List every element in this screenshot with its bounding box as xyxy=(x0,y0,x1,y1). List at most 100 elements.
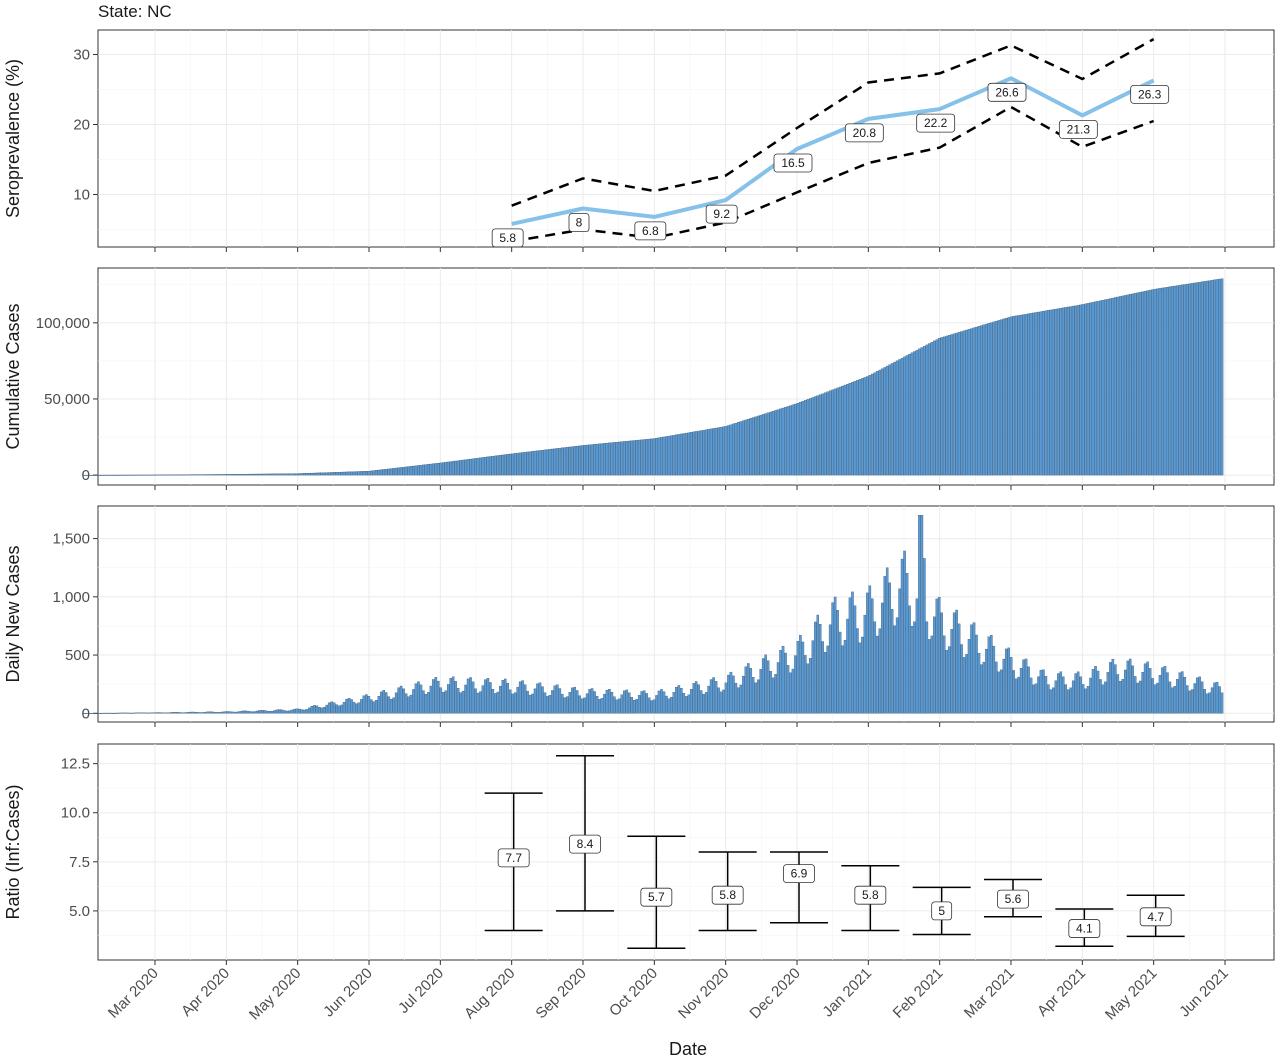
bar xyxy=(677,434,681,476)
bar xyxy=(518,452,522,476)
bar xyxy=(169,474,172,476)
bar xyxy=(1017,315,1020,476)
bar xyxy=(342,471,346,476)
bar xyxy=(439,462,443,476)
bar xyxy=(1116,296,1120,476)
bar xyxy=(905,573,909,714)
bar xyxy=(784,407,787,476)
bar xyxy=(1151,289,1154,476)
bar xyxy=(499,455,502,476)
bar xyxy=(310,706,314,714)
bar xyxy=(1186,685,1189,714)
y-axis-title: Cumulative Cases xyxy=(3,303,23,449)
bar xyxy=(662,436,666,476)
bar xyxy=(228,474,232,476)
bar xyxy=(1168,286,1172,476)
bar xyxy=(982,661,986,714)
bar xyxy=(260,709,264,714)
bar xyxy=(290,709,294,714)
bar xyxy=(789,672,792,714)
bar xyxy=(838,386,842,476)
bar xyxy=(538,450,542,476)
data-label: 4.7 xyxy=(1147,910,1164,924)
bar xyxy=(303,473,306,476)
bar xyxy=(628,692,631,714)
bar xyxy=(702,693,705,714)
bar xyxy=(164,712,167,714)
bar xyxy=(412,689,415,714)
bar xyxy=(848,383,852,476)
bar xyxy=(752,677,755,714)
bar xyxy=(905,355,909,476)
bar xyxy=(179,474,182,476)
bar xyxy=(885,567,889,714)
bar xyxy=(469,677,472,714)
data-label-box xyxy=(1058,120,1098,139)
bar xyxy=(327,472,331,476)
bar xyxy=(546,696,549,714)
panel-4: 5.0 7.5 10.0 12.5 Ratio (Inf:Cases) 7.7 8.4 5.7… xyxy=(3,743,1275,965)
bar xyxy=(719,427,723,476)
y-tick-label: 1,500 xyxy=(52,531,90,548)
bar xyxy=(506,454,510,476)
bar xyxy=(1121,679,1125,714)
bar xyxy=(647,697,651,714)
bar xyxy=(169,712,172,714)
bar xyxy=(308,473,311,476)
bar xyxy=(1057,673,1060,714)
data-label-box xyxy=(568,213,590,232)
bar xyxy=(223,474,227,476)
bar xyxy=(1052,687,1055,714)
bar xyxy=(915,350,919,476)
bar xyxy=(744,666,748,714)
bar xyxy=(876,635,879,714)
bar xyxy=(377,696,381,714)
bar xyxy=(1205,280,1209,476)
bar xyxy=(1215,279,1219,476)
bar xyxy=(216,712,219,714)
bar xyxy=(541,450,544,476)
bar xyxy=(722,689,725,714)
bar xyxy=(444,690,448,714)
bar xyxy=(766,660,770,714)
bar xyxy=(285,473,289,476)
bar xyxy=(176,712,180,714)
bar xyxy=(508,453,512,476)
bar xyxy=(972,327,976,476)
bar xyxy=(449,678,452,714)
bar xyxy=(1158,288,1162,476)
bar xyxy=(417,681,420,714)
bar xyxy=(960,644,963,714)
bar xyxy=(1039,669,1043,714)
upper-ci-line xyxy=(511,38,1155,207)
bar xyxy=(816,395,820,476)
bar xyxy=(965,329,968,476)
bar xyxy=(650,438,653,476)
bar xyxy=(880,368,884,476)
bar xyxy=(915,598,919,714)
bar xyxy=(707,685,710,714)
bar xyxy=(672,435,676,476)
bar xyxy=(533,688,537,714)
data-label: 6.8 xyxy=(642,224,659,238)
bar xyxy=(523,684,527,714)
bar xyxy=(1153,288,1157,476)
x-tick-label: Mar 2021 xyxy=(961,965,1018,1022)
x-tick-label: Nov 2020 xyxy=(675,965,732,1022)
bar xyxy=(253,473,257,476)
bar xyxy=(1022,659,1025,714)
bar xyxy=(1029,677,1033,714)
bar xyxy=(293,473,296,476)
bar xyxy=(233,711,237,714)
bar xyxy=(734,682,738,714)
bar xyxy=(1119,296,1122,476)
data-label-box xyxy=(997,889,1029,909)
bar xyxy=(615,699,619,714)
bar xyxy=(414,683,418,714)
bar xyxy=(747,663,750,714)
bar xyxy=(1183,284,1187,476)
bar xyxy=(429,463,433,476)
bar xyxy=(880,602,884,714)
bar xyxy=(1047,684,1050,714)
y-tick-label: 20 xyxy=(73,117,90,134)
